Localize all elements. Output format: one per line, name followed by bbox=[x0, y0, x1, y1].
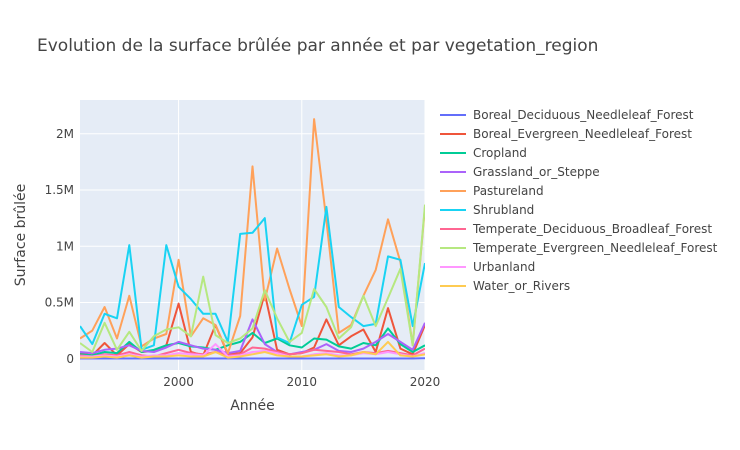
legend-item[interactable]: Boreal_Evergreen_Needleleaf_Forest bbox=[440, 127, 692, 141]
legend-item[interactable]: Pastureland bbox=[440, 184, 544, 198]
legend-label: Shrubland bbox=[473, 203, 534, 217]
legend-item[interactable]: Temperate_Deciduous_Broadleaf_Forest bbox=[440, 222, 712, 236]
series-line bbox=[80, 204, 425, 353]
legend-label: Temperate_Deciduous_Broadleaf_Forest bbox=[472, 222, 712, 236]
series-line bbox=[80, 205, 425, 351]
legend-item[interactable]: Temperate_Evergreen_Needleleaf_Forest bbox=[440, 241, 718, 255]
legend-item[interactable]: Grassland_or_Steppe bbox=[440, 165, 600, 179]
legend-item[interactable]: Cropland bbox=[440, 146, 527, 160]
x-axis-title: Année bbox=[230, 398, 275, 414]
series-line bbox=[80, 318, 425, 356]
series-line bbox=[80, 118, 425, 355]
tick-labels: 0 0.5M 1M 1.5M 2M 2000 2010 2020 bbox=[45, 127, 441, 389]
legend-label: Urbanland bbox=[473, 260, 535, 274]
legend-label: Boreal_Evergreen_Needleleaf_Forest bbox=[473, 127, 692, 141]
y-tick-label: 1.5M bbox=[45, 183, 74, 197]
legend-label: Temperate_Evergreen_Needleleaf_Forest bbox=[472, 241, 718, 255]
legend-label: Pastureland bbox=[473, 184, 544, 198]
x-tick-label: 2020 bbox=[410, 375, 441, 389]
legend-item[interactable]: Urbanland bbox=[440, 260, 535, 274]
y-tick-label: 1M bbox=[56, 239, 74, 253]
y-tick-label: 0 bbox=[66, 352, 74, 366]
legend-label: Boreal_Deciduous_Needleleaf_Forest bbox=[473, 108, 694, 122]
series-lines bbox=[80, 118, 425, 360]
x-tick-label: 2010 bbox=[287, 375, 318, 389]
legend-label: Water_or_Rivers bbox=[473, 279, 570, 293]
y-tick-label: 0.5M bbox=[45, 296, 74, 310]
legend-label: Cropland bbox=[473, 146, 527, 160]
chart-title: Evolution de la surface brûlée par année… bbox=[37, 36, 598, 56]
y-tick-label: 2M bbox=[56, 127, 74, 141]
x-tick-label: 2000 bbox=[163, 375, 194, 389]
y-axis-title: Surface brûlée bbox=[13, 184, 29, 286]
series-line bbox=[80, 340, 425, 359]
legend-item[interactable]: Shrubland bbox=[440, 203, 534, 217]
legend-item[interactable]: Water_or_Rivers bbox=[440, 279, 570, 293]
legend: Boreal_Deciduous_Needleleaf_Forest Boreal… bbox=[440, 108, 718, 293]
legend-item[interactable]: Boreal_Deciduous_Needleleaf_Forest bbox=[440, 108, 694, 122]
legend-label: Grassland_or_Steppe bbox=[473, 165, 600, 179]
